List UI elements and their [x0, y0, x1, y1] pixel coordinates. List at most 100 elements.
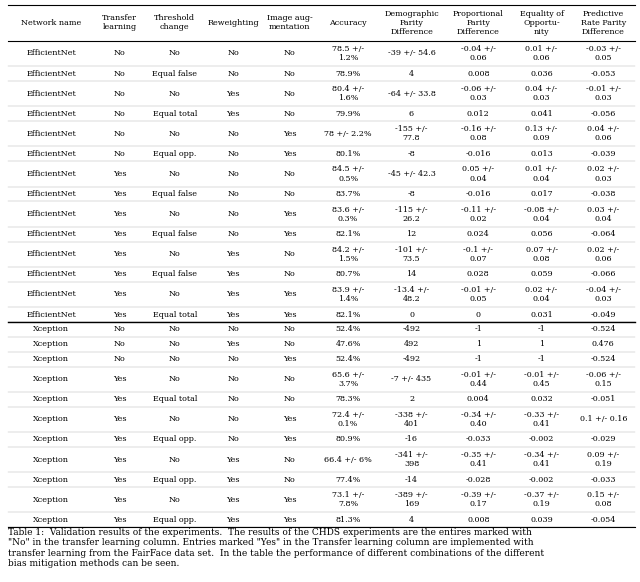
Text: Equal total: Equal total: [152, 311, 197, 318]
Text: Equality of
Opportu-
nity: Equality of Opportu- nity: [520, 10, 564, 36]
Text: Network name: Network name: [21, 19, 81, 27]
Text: 0.476: 0.476: [592, 340, 614, 348]
Text: No: No: [284, 49, 296, 58]
Text: 0.01 +/-
0.06: 0.01 +/- 0.06: [525, 45, 557, 62]
Text: Yes: Yes: [113, 290, 127, 299]
Text: Yes: Yes: [113, 375, 127, 383]
Text: Yes: Yes: [227, 496, 240, 504]
Text: -1: -1: [538, 355, 545, 363]
Text: Xception: Xception: [33, 416, 69, 424]
Text: No: No: [284, 170, 296, 178]
Text: No: No: [227, 190, 239, 198]
Text: 84.2 +/-
1.5%: 84.2 +/- 1.5%: [332, 246, 364, 263]
Text: No: No: [169, 496, 180, 504]
Text: -0.08 +/-
0.04: -0.08 +/- 0.04: [524, 205, 559, 223]
Text: Yes: Yes: [227, 271, 240, 278]
Text: 73.1 +/-
7.8%: 73.1 +/- 7.8%: [332, 491, 364, 508]
Text: Xception: Xception: [33, 435, 69, 443]
Text: -0.064: -0.064: [591, 230, 616, 238]
Text: Xception: Xception: [33, 516, 69, 524]
Text: Yes: Yes: [227, 109, 240, 118]
Text: -45 +/- 42.3: -45 +/- 42.3: [388, 170, 435, 178]
Text: No: No: [227, 355, 239, 363]
Text: No: No: [284, 90, 296, 98]
Text: No: No: [227, 170, 239, 178]
Text: Reweighting: Reweighting: [207, 19, 259, 27]
Text: No: No: [284, 271, 296, 278]
Text: 0.008: 0.008: [467, 516, 490, 524]
Text: EfficientNet: EfficientNet: [26, 190, 76, 198]
Text: Yes: Yes: [113, 416, 127, 424]
Text: Yes: Yes: [113, 230, 127, 238]
Text: -0.39 +/-
0.17: -0.39 +/- 0.17: [461, 491, 496, 508]
Text: -0.028: -0.028: [465, 475, 491, 484]
Text: 12: 12: [406, 230, 417, 238]
Text: 78.3%: 78.3%: [335, 395, 361, 403]
Text: -492: -492: [403, 325, 420, 333]
Text: 1: 1: [539, 340, 544, 348]
Text: 0.028: 0.028: [467, 271, 490, 278]
Text: 0.039: 0.039: [531, 516, 553, 524]
Text: 2: 2: [409, 395, 414, 403]
Text: 0.02 +/-
0.06: 0.02 +/- 0.06: [587, 246, 620, 263]
Text: 83.9 +/-
1.4%: 83.9 +/- 1.4%: [332, 286, 364, 303]
Text: 0.041: 0.041: [531, 109, 553, 118]
Text: Equal opp.: Equal opp.: [153, 516, 196, 524]
Text: Xception: Xception: [33, 496, 69, 504]
Text: Yes: Yes: [283, 496, 296, 504]
Text: Threshold
change: Threshold change: [154, 15, 195, 31]
Text: No: No: [284, 190, 296, 198]
Text: Yes: Yes: [227, 456, 240, 464]
Text: 0.15 +/-
0.08: 0.15 +/- 0.08: [587, 491, 620, 508]
Text: EfficientNet: EfficientNet: [26, 49, 76, 58]
Text: EfficientNet: EfficientNet: [26, 290, 76, 299]
Text: 0.05 +/-
0.04: 0.05 +/- 0.04: [462, 165, 494, 183]
Text: -7 +/- 435: -7 +/- 435: [392, 375, 431, 383]
Text: -0.35 +/-
0.41: -0.35 +/- 0.41: [461, 451, 496, 468]
Text: -0.054: -0.054: [591, 516, 616, 524]
Text: 0.024: 0.024: [467, 230, 490, 238]
Text: Xception: Xception: [33, 340, 69, 348]
Text: Equal total: Equal total: [152, 395, 197, 403]
Text: Equal false: Equal false: [152, 230, 197, 238]
Text: 0: 0: [476, 311, 481, 318]
Text: No: No: [114, 130, 125, 138]
Text: 82.1%: 82.1%: [335, 230, 361, 238]
Text: -0.016: -0.016: [465, 150, 491, 158]
Text: Yes: Yes: [227, 311, 240, 318]
Text: -39 +/- 54.6: -39 +/- 54.6: [388, 49, 435, 58]
Text: -0.016: -0.016: [465, 190, 491, 198]
Text: 52.4%: 52.4%: [335, 355, 361, 363]
Text: 65.6 +/-
3.7%: 65.6 +/- 3.7%: [332, 371, 364, 388]
Text: -0.056: -0.056: [591, 109, 616, 118]
Text: Yes: Yes: [227, 90, 240, 98]
Text: Xception: Xception: [33, 375, 69, 383]
Text: 0.013: 0.013: [531, 150, 553, 158]
Text: Equal total: Equal total: [152, 109, 197, 118]
Text: 0.02 +/-
0.03: 0.02 +/- 0.03: [587, 165, 620, 183]
Text: Yes: Yes: [227, 250, 240, 258]
Text: -0.34 +/-
0.41: -0.34 +/- 0.41: [524, 451, 559, 468]
Text: -0.002: -0.002: [529, 435, 554, 443]
Text: Xception: Xception: [33, 355, 69, 363]
Text: -0.01 +/-
0.44: -0.01 +/- 0.44: [461, 371, 496, 388]
Text: -13.4 +/-
48.2: -13.4 +/- 48.2: [394, 286, 429, 303]
Text: No: No: [227, 130, 239, 138]
Text: Yes: Yes: [113, 435, 127, 443]
Text: No: No: [169, 325, 180, 333]
Text: 0.017: 0.017: [531, 190, 553, 198]
Text: No: No: [284, 456, 296, 464]
Text: -0.06 +/-
0.03: -0.06 +/- 0.03: [461, 85, 496, 102]
Text: No: No: [169, 250, 180, 258]
Text: 14: 14: [406, 271, 417, 278]
Text: -64 +/- 33.8: -64 +/- 33.8: [388, 90, 435, 98]
Text: 72.4 +/-
0.1%: 72.4 +/- 0.1%: [332, 411, 364, 428]
Text: -0.033: -0.033: [591, 475, 616, 484]
Text: Yes: Yes: [283, 355, 296, 363]
Text: Equal opp.: Equal opp.: [153, 435, 196, 443]
Text: 81.3%: 81.3%: [335, 516, 361, 524]
Text: No: No: [169, 375, 180, 383]
Text: 80.9%: 80.9%: [335, 435, 361, 443]
Text: 0.07 +/-
0.08: 0.07 +/- 0.08: [525, 246, 557, 263]
Text: -0.16 +/-
0.08: -0.16 +/- 0.08: [461, 125, 496, 143]
